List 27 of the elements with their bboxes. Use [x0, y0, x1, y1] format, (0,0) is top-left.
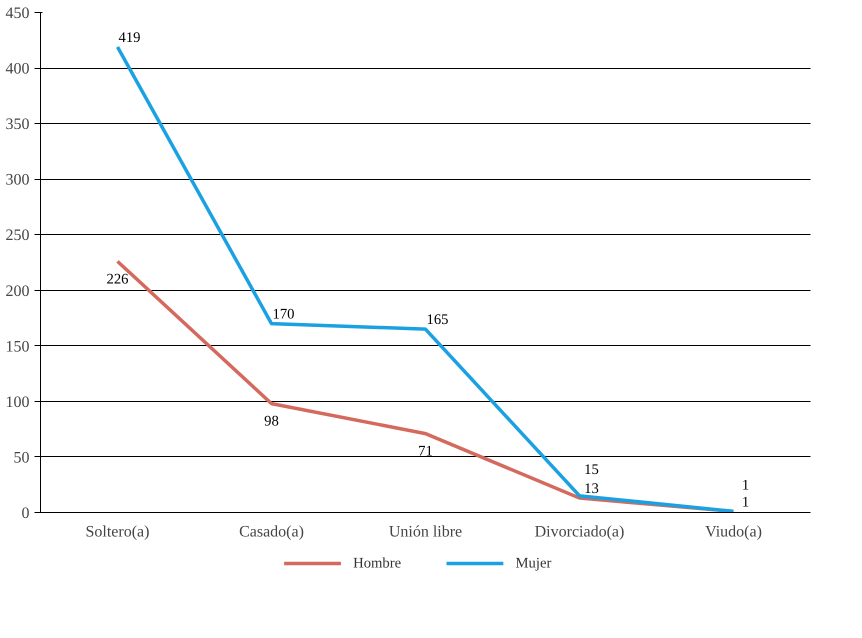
y-tick-label: 300: [6, 172, 30, 189]
y-tick-label: 450: [6, 5, 30, 22]
data-label: 71: [418, 444, 433, 460]
data-label: 419: [118, 30, 140, 46]
x-tick-label: Divorciado(a): [534, 524, 624, 540]
data-label: 1: [742, 477, 750, 494]
data-label: 1: [742, 494, 750, 510]
data-label: 170: [272, 306, 294, 323]
y-tick-label: 150: [6, 338, 30, 356]
x-tick-label: Viudo(a): [705, 524, 762, 540]
legend-label: Hombre: [353, 556, 402, 572]
x-tick-label: Casado(a): [239, 524, 304, 540]
data-label: 226: [106, 271, 128, 288]
y-tick-label: 350: [6, 116, 30, 134]
y-tick-label: 250: [6, 227, 30, 244]
data-label: 13: [584, 481, 599, 498]
data-label: 15: [584, 462, 599, 478]
x-tick-label: Unión libre: [388, 524, 462, 540]
legend-label: Mujer: [516, 556, 552, 572]
y-tick-label: 0: [22, 505, 30, 522]
y-tick-label: 200: [6, 282, 30, 300]
data-label: 98: [264, 414, 279, 430]
y-tick-label: 400: [6, 60, 30, 78]
y-tick-label: 50: [14, 449, 30, 466]
y-tick-label: 100: [6, 394, 30, 411]
x-tick-label: Soltero(a): [86, 524, 150, 540]
data-label: 165: [426, 312, 448, 328]
